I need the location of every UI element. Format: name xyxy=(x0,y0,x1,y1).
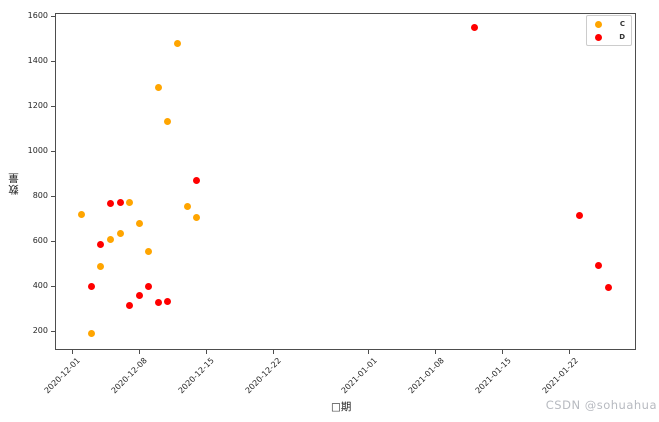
x-tick-label: 2020-12-22 xyxy=(243,356,284,396)
y-tick-mark xyxy=(51,106,55,107)
data-point xyxy=(575,212,583,220)
x-tick-label: 2020-12-01 xyxy=(42,356,83,396)
data-point xyxy=(97,241,105,249)
legend-item-d: D xyxy=(595,33,626,41)
x-tick-mark xyxy=(502,350,504,354)
y-tick-label: 200 xyxy=(32,326,48,335)
data-point xyxy=(126,198,134,206)
data-point xyxy=(106,235,114,243)
data-point xyxy=(183,203,191,211)
x-tick-label: 2021-01-01 xyxy=(339,356,379,396)
data-point xyxy=(87,283,95,290)
x-axis-title: □期 xyxy=(331,401,352,413)
legend-swatch-d xyxy=(595,33,602,41)
data-point xyxy=(154,83,162,91)
legend-swatch-c xyxy=(595,20,602,28)
y-tick-mark xyxy=(51,61,55,62)
data-point xyxy=(595,261,603,269)
legend-label-d: D xyxy=(619,33,625,41)
x-tick-mark xyxy=(569,350,571,354)
x-tick-mark xyxy=(138,350,140,354)
x-tick-label: 2020-12-15 xyxy=(176,356,217,396)
legend-label-c: C xyxy=(619,20,625,28)
data-point xyxy=(193,214,201,222)
y-tick-label: 1000 xyxy=(27,146,48,155)
data-point xyxy=(164,117,172,125)
data-point xyxy=(116,198,124,206)
plot-area: C D xyxy=(55,13,636,350)
x-tick-label: 2021-01-22 xyxy=(540,356,580,396)
data-point xyxy=(193,177,201,185)
y-tick-mark xyxy=(51,286,55,287)
y-tick-mark xyxy=(51,196,55,197)
data-point xyxy=(145,248,153,256)
x-tick-mark xyxy=(71,350,73,354)
x-tick-mark xyxy=(435,350,437,354)
data-point xyxy=(135,292,143,299)
data-point xyxy=(173,40,181,47)
y-tick-label: 600 xyxy=(32,236,48,245)
x-tick-mark xyxy=(368,350,370,354)
data-point xyxy=(126,302,134,310)
x-tick-label: 2021-01-15 xyxy=(473,356,513,396)
data-point xyxy=(145,283,153,290)
x-tick-mark xyxy=(272,350,274,354)
x-tick-label: 2021-01-08 xyxy=(406,356,446,396)
y-tick-label: 1400 xyxy=(27,56,48,65)
data-point xyxy=(116,230,124,238)
data-point xyxy=(164,297,172,305)
y-tick-label: 1600 xyxy=(27,11,48,20)
watermark: CSDN @sohuahua xyxy=(545,398,657,412)
y-tick-mark xyxy=(51,151,55,152)
y-tick-label: 800 xyxy=(32,191,48,200)
legend-item-c: C xyxy=(595,20,626,28)
data-point xyxy=(154,298,162,306)
data-point xyxy=(97,262,105,270)
data-point xyxy=(87,330,95,338)
data-point xyxy=(604,284,612,292)
y-tick-label: 1200 xyxy=(27,101,48,110)
y-tick-mark xyxy=(51,331,55,332)
x-tick-mark xyxy=(205,350,207,354)
x-tick-label: 2020-12-08 xyxy=(109,356,150,396)
y-tick-mark xyxy=(51,241,55,242)
data-point xyxy=(470,24,478,32)
data-point xyxy=(78,211,86,218)
data-point xyxy=(135,220,143,227)
y-tick-mark xyxy=(51,16,55,17)
y-tick-label: 400 xyxy=(32,281,48,290)
legend: C D xyxy=(586,15,632,46)
data-point xyxy=(106,199,114,207)
